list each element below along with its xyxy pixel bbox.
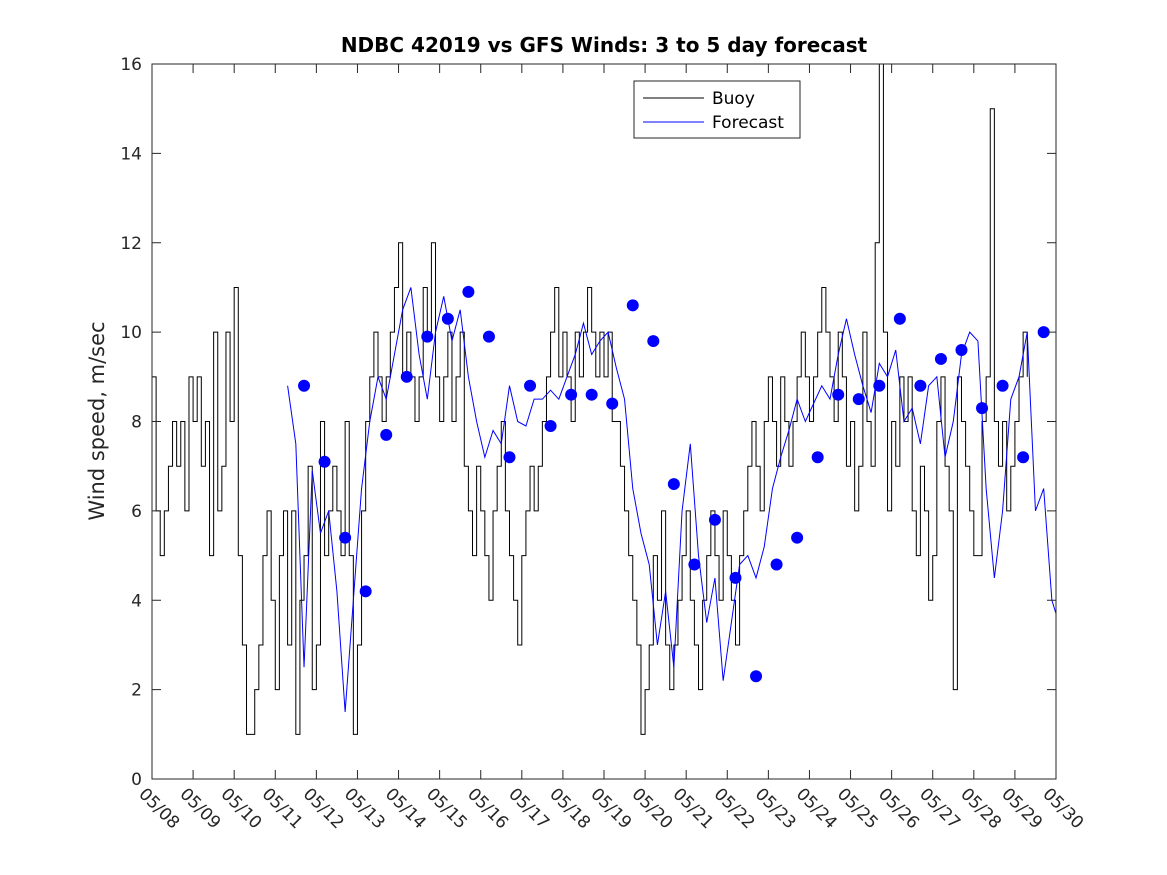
x-tick-label: 05/08 xyxy=(134,784,183,833)
series-line-forecast xyxy=(287,287,1057,713)
forecast-marker xyxy=(832,388,845,401)
forecast-marker xyxy=(1037,326,1050,339)
forecast-marker xyxy=(955,344,968,356)
forecast-marker xyxy=(606,397,619,410)
x-tick-label: 05/19 xyxy=(586,784,635,833)
x-tick-label: 05/17 xyxy=(504,784,553,833)
x-tick-label: 05/25 xyxy=(833,784,882,833)
x-tick-label: 05/22 xyxy=(710,784,759,833)
forecast-marker xyxy=(976,402,989,415)
forecast-marker xyxy=(708,513,721,526)
marker-layer xyxy=(298,285,1050,683)
forecast-marker xyxy=(914,379,927,392)
x-tick-label: 05/13 xyxy=(340,784,389,833)
y-axis: 0 2 4 6 8 10 12 14 16 xyxy=(120,55,1056,790)
x-tick-label: 05/23 xyxy=(751,784,800,833)
x-tick-label: 05/24 xyxy=(792,784,841,833)
y-tick-label: 10 xyxy=(120,323,142,343)
forecast-marker xyxy=(893,312,906,325)
forecast-marker xyxy=(482,330,495,343)
y-tick-label: 6 xyxy=(131,502,142,522)
forecast-marker xyxy=(421,330,434,343)
forecast-marker xyxy=(359,585,372,598)
y-tick-label: 8 xyxy=(131,413,142,433)
legend-label-forecast: Forecast xyxy=(712,113,784,133)
x-tick-label: 05/26 xyxy=(874,784,923,833)
forecast-marker xyxy=(811,451,824,464)
forecast-marker xyxy=(647,335,660,348)
forecast-marker xyxy=(873,379,886,392)
forecast-marker xyxy=(503,451,516,464)
x-tick-label: 05/12 xyxy=(299,784,348,833)
y-tick-label: 14 xyxy=(120,144,142,164)
x-tick-label: 05/11 xyxy=(258,784,307,833)
forecast-marker xyxy=(462,285,475,298)
x-tick-label: 05/29 xyxy=(997,784,1046,833)
forecast-marker xyxy=(852,393,865,406)
y-tick-label: 0 xyxy=(131,770,142,790)
x-tick-label: 05/20 xyxy=(628,784,677,833)
forecast-marker xyxy=(585,388,598,401)
x-tick-label: 05/18 xyxy=(545,784,594,833)
x-tick-label: 05/30 xyxy=(1038,784,1087,833)
forecast-marker xyxy=(729,571,742,584)
forecast-marker xyxy=(339,531,352,544)
forecast-marker xyxy=(791,531,804,544)
y-tick-label: 2 xyxy=(131,681,142,701)
x-tick-label: 05/27 xyxy=(915,784,964,833)
x-tick-label: 05/21 xyxy=(669,784,718,833)
forecast-marker xyxy=(626,299,639,312)
forecast-marker xyxy=(688,558,701,571)
x-tick-label: 05/28 xyxy=(956,784,1005,833)
forecast-marker xyxy=(996,379,1009,392)
forecast-marker xyxy=(544,419,557,432)
y-axis-label: Wind speed, m/sec xyxy=(85,321,109,520)
legend-box xyxy=(633,80,801,139)
y-tick-label: 16 xyxy=(120,55,142,75)
x-tick-label: 05/15 xyxy=(422,784,471,833)
forecast-marker xyxy=(934,352,947,365)
legend: Buoy Forecast xyxy=(633,80,801,139)
forecast-marker xyxy=(1017,451,1030,464)
forecast-marker xyxy=(750,670,763,683)
plot-area xyxy=(152,64,1056,779)
forecast-marker xyxy=(524,379,537,392)
forecast-marker xyxy=(400,370,413,383)
x-tick-label: 05/09 xyxy=(176,784,225,833)
chart-title: NDBC 42019 vs GFS Winds: 3 to 5 day fore… xyxy=(341,33,868,57)
forecast-marker xyxy=(667,478,680,491)
x-tick-label: 05/16 xyxy=(463,784,512,833)
forecast-marker xyxy=(380,428,393,441)
x-tick-label: 05/14 xyxy=(381,784,430,833)
forecast-marker xyxy=(318,455,331,468)
y-tick-label: 4 xyxy=(131,591,142,611)
y-tick-label: 12 xyxy=(120,234,142,254)
legend-label-buoy: Buoy xyxy=(712,89,755,109)
forecast-marker xyxy=(770,558,783,571)
x-tick-label: 05/10 xyxy=(217,784,266,833)
forecast-marker xyxy=(441,312,454,325)
forecast-marker xyxy=(298,379,311,392)
forecast-marker xyxy=(565,388,578,401)
